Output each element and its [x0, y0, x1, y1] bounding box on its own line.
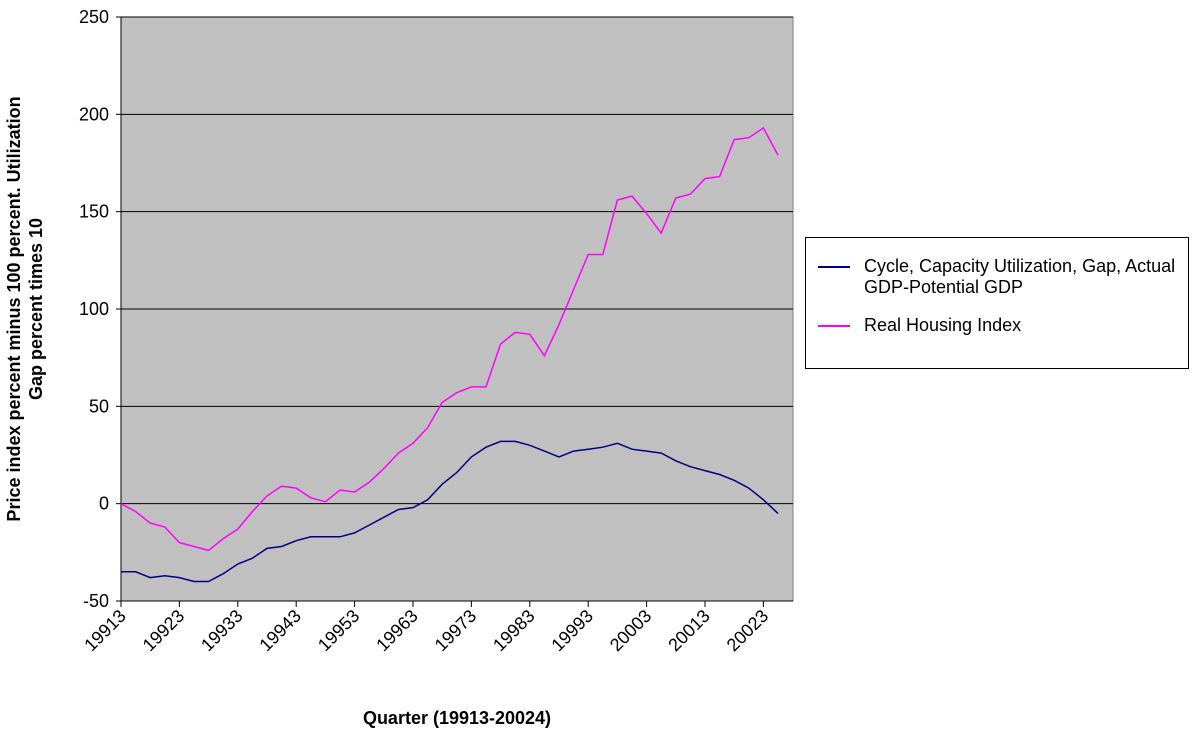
line-series	[121, 440, 779, 583]
y-tick-label: 0	[99, 494, 109, 514]
legend-label: Real Housing Index	[864, 315, 1022, 335]
x-tick-label: 19993	[547, 606, 597, 656]
legend: Cycle, Capacity Utilization, Gap, Actual…	[805, 237, 1189, 369]
y-axis-title: Gap percent times 10	[26, 218, 46, 400]
legend-swatch	[818, 266, 850, 268]
x-tick-label: 20023	[723, 606, 773, 656]
x-tick-label: 20003	[606, 606, 656, 656]
legend-label: Cycle, Capacity Utilization, Gap, Actual…	[864, 256, 1176, 297]
x-tick-label: 19973	[431, 606, 481, 656]
x-tick-label: 19913	[80, 606, 130, 656]
x-tick-label: 19953	[314, 606, 364, 656]
y-tick-label: 100	[79, 299, 109, 319]
x-tick-label: 20013	[664, 606, 714, 656]
x-tick-label: 19983	[489, 606, 539, 656]
line-series	[120, 126, 779, 552]
y-axis-title: Price index percent minus 100 percent. U…	[4, 96, 24, 521]
legend-item: Cycle, Capacity Utilization, Gap, Actual…	[806, 256, 1194, 298]
y-tick-label: 250	[79, 7, 109, 27]
legend-item: Real Housing Index	[806, 315, 1194, 336]
y-tick-label: 50	[89, 396, 109, 416]
x-tick-label: 19933	[197, 606, 247, 656]
y-tick-label: -50	[83, 591, 109, 611]
x-tick-label: 19963	[372, 606, 422, 656]
y-tick-label: 150	[79, 202, 109, 222]
x-axis-title: Quarter (19913-20024)	[363, 708, 551, 728]
legend-swatch	[818, 325, 850, 327]
x-tick-label: 19923	[139, 606, 189, 656]
x-tick-label: 19943	[255, 606, 305, 656]
y-tick-label: 200	[79, 104, 109, 124]
